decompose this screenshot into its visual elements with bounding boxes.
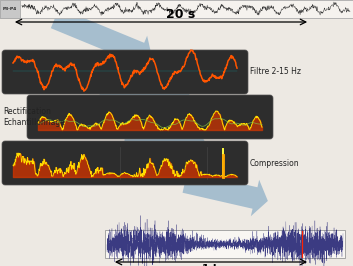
Polygon shape [124,126,207,161]
Polygon shape [183,171,268,216]
FancyBboxPatch shape [0,0,353,18]
FancyBboxPatch shape [2,141,248,185]
FancyBboxPatch shape [0,0,20,18]
Text: P3-P4: P3-P4 [3,7,17,11]
FancyBboxPatch shape [105,230,345,258]
Polygon shape [99,81,192,115]
Text: 1 h: 1 h [202,264,220,266]
Text: 20 s: 20 s [166,7,196,20]
FancyBboxPatch shape [2,50,248,94]
Text: Rectification
Echantillonnage: Rectification Echantillonnage [3,107,65,127]
Text: Compression: Compression [250,159,300,168]
FancyBboxPatch shape [27,95,273,139]
Text: Filtre 2-15 Hz: Filtre 2-15 Hz [250,68,301,77]
Polygon shape [51,8,152,70]
